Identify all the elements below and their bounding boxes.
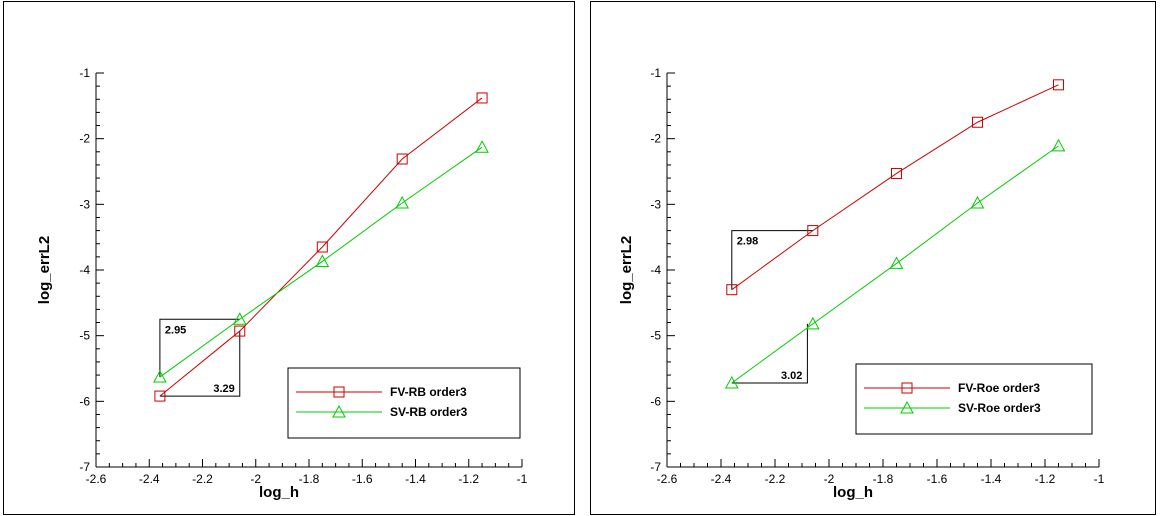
y-tick-label: -2	[79, 132, 90, 146]
x-axis-title: log_h	[259, 484, 299, 501]
y-tick-label: -5	[650, 329, 661, 343]
y-axis-title: log_errL2	[36, 236, 53, 304]
legend-label: FV-RB order3	[390, 385, 467, 399]
y-tick-label: -3	[79, 197, 90, 211]
y-tick-label: -4	[79, 263, 90, 277]
x-tick-label: -1.4	[405, 472, 426, 486]
triangle-marker	[153, 369, 167, 383]
x-tick-label: -2.2	[765, 472, 786, 486]
x-tick-label: -1	[1094, 472, 1105, 486]
slope-label: 3.02	[781, 370, 802, 382]
square-marker	[154, 390, 166, 402]
triangle-marker	[805, 316, 820, 330]
triangle-marker	[1051, 138, 1066, 152]
x-tick-label: -1	[517, 472, 528, 486]
legend-box	[287, 367, 521, 439]
x-tick-label: -2.6	[657, 472, 678, 486]
slope-triangle	[731, 323, 808, 384]
legend-label: SV-RB order3	[390, 405, 468, 419]
x-tick-label: -1.4	[981, 472, 1002, 486]
series-line	[731, 145, 1059, 384]
y-tick-label: -6	[79, 394, 90, 408]
x-tick-label: -2.4	[711, 472, 732, 486]
square-marker	[396, 153, 408, 165]
y-tick-label: -2	[650, 132, 661, 146]
series-line	[159, 146, 483, 378]
series-line	[731, 84, 1059, 291]
x-tick-label: -2	[824, 472, 835, 486]
x-tick-label: -1.2	[1035, 472, 1056, 486]
y-tick-label: -4	[650, 263, 661, 277]
y-tick-label: -7	[650, 460, 661, 474]
square-marker	[901, 382, 913, 394]
x-tick-label: -2	[250, 472, 261, 486]
triangle-marker	[889, 256, 904, 269]
y-tick-label: -7	[79, 460, 90, 474]
slope-triangle	[731, 230, 813, 290]
x-tick-label: -2.2	[192, 472, 213, 486]
y-tick-label: -1	[650, 66, 661, 80]
x-tick-label: -1.6	[927, 472, 948, 486]
triangle-marker	[395, 195, 410, 209]
x-tick-label: -2.6	[86, 472, 107, 486]
legend-label: FV-Roe order3	[958, 381, 1040, 395]
square-marker	[476, 92, 488, 104]
chart-right: -2.6 -2.4 -2.2 -2 -1.8 -1.6 -1.4 -1.2 -1 -7 -6 -5 -4…	[618, 66, 1105, 501]
chart-left: -2.6 -2.4 -2.2 -2 -1.8 -1.6 -1.4 -1.2 -1 -7 -6 -5 -4…	[36, 66, 528, 501]
square-marker	[891, 167, 902, 179]
legend-box	[855, 363, 1093, 435]
square-marker	[316, 241, 328, 253]
x-tick-label: -1.8	[299, 472, 320, 486]
y-tick-label: -3	[650, 197, 661, 211]
y-tick-label: -1	[79, 66, 90, 80]
slope-label: 2.95	[165, 324, 186, 336]
square-marker	[807, 225, 819, 237]
triangle-marker	[724, 375, 739, 389]
square-marker	[333, 386, 345, 398]
triangle-marker	[232, 312, 247, 325]
slope-label: 2.98	[737, 236, 758, 248]
x-tick-label: -1.2	[458, 472, 479, 486]
slope-triangle	[159, 318, 240, 378]
slope-triangle	[159, 331, 241, 397]
square-marker	[726, 284, 738, 296]
triangle-marker	[900, 400, 914, 414]
triangle-marker	[970, 195, 985, 209]
chart-panel-right: -2.6 -2.4 -2.2 -2 -1.8 -1.6 -1.4 -1.2 -1 -7 -6 -5 -4…	[590, 1, 1156, 515]
x-tick-label: -2.4	[139, 472, 160, 486]
y-axis-title: log_errL2	[618, 236, 635, 304]
square-marker	[972, 116, 983, 128]
series-line	[159, 97, 483, 397]
x-axis-title: log_h	[833, 484, 873, 501]
square-marker	[234, 325, 246, 337]
y-tick-label: -5	[79, 329, 90, 343]
legend-label: SV-Roe order3	[958, 401, 1041, 415]
x-tick-label: -1.6	[352, 472, 373, 486]
chart-panel-left: -2.6 -2.4 -2.2 -2 -1.8 -1.6 -1.4 -1.2 -1 -7 -6 -5 -4…	[3, 1, 575, 515]
square-marker	[1053, 79, 1064, 91]
x-tick-label: -1.8	[873, 472, 894, 486]
y-tick-label: -6	[650, 394, 661, 408]
triangle-marker	[315, 254, 330, 267]
slope-label: 3.29	[213, 383, 234, 395]
triangle-marker	[332, 404, 346, 418]
triangle-marker	[475, 140, 489, 153]
